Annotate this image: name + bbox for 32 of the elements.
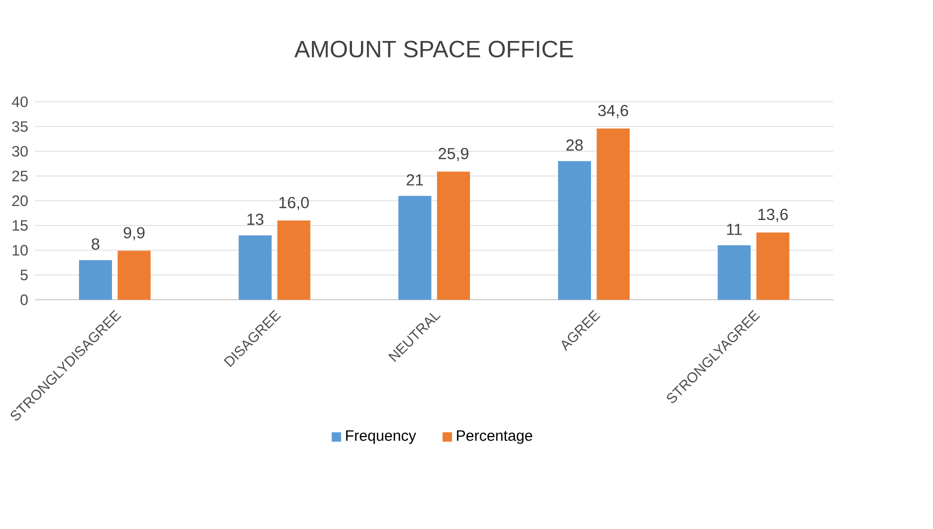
legend-label: Frequency [346, 430, 416, 444]
bar [398, 196, 432, 300]
chart-title: AMOUNT SPACE OFFICE [294, 40, 574, 58]
y-tick-label: 40 [12, 96, 28, 108]
bar [437, 172, 470, 300]
data-label: 34,6 [598, 104, 628, 118]
bar [558, 161, 592, 300]
data-label: 13,6 [758, 208, 788, 222]
data-label: 28 [566, 140, 583, 151]
data-label: 9,9 [124, 227, 145, 240]
legend-label: Percentage [456, 430, 532, 444]
y-tick-label: 5 [20, 270, 28, 280]
bar [756, 232, 790, 300]
y-tick-label: 20 [12, 196, 28, 206]
data-label: 21 [406, 174, 423, 186]
y-tick-label: 0 [20, 294, 28, 306]
y-tick-label: 35 [12, 121, 28, 132]
data-label: 11 [727, 224, 742, 235]
bar [238, 236, 272, 300]
data-label: 8 [92, 238, 100, 250]
y-tick-label: 10 [12, 245, 28, 256]
data-label: 16,0 [279, 197, 309, 210]
bar [118, 250, 151, 300]
data-label: 25,9 [438, 148, 468, 162]
data-label: 13 [247, 214, 264, 226]
bar [277, 220, 310, 300]
bar [78, 260, 112, 300]
y-tick-label: 15 [12, 220, 28, 231]
y-tick-label: 30 [12, 146, 28, 157]
bar [718, 245, 751, 300]
bar [596, 128, 630, 300]
y-tick-label: 25 [12, 170, 28, 182]
